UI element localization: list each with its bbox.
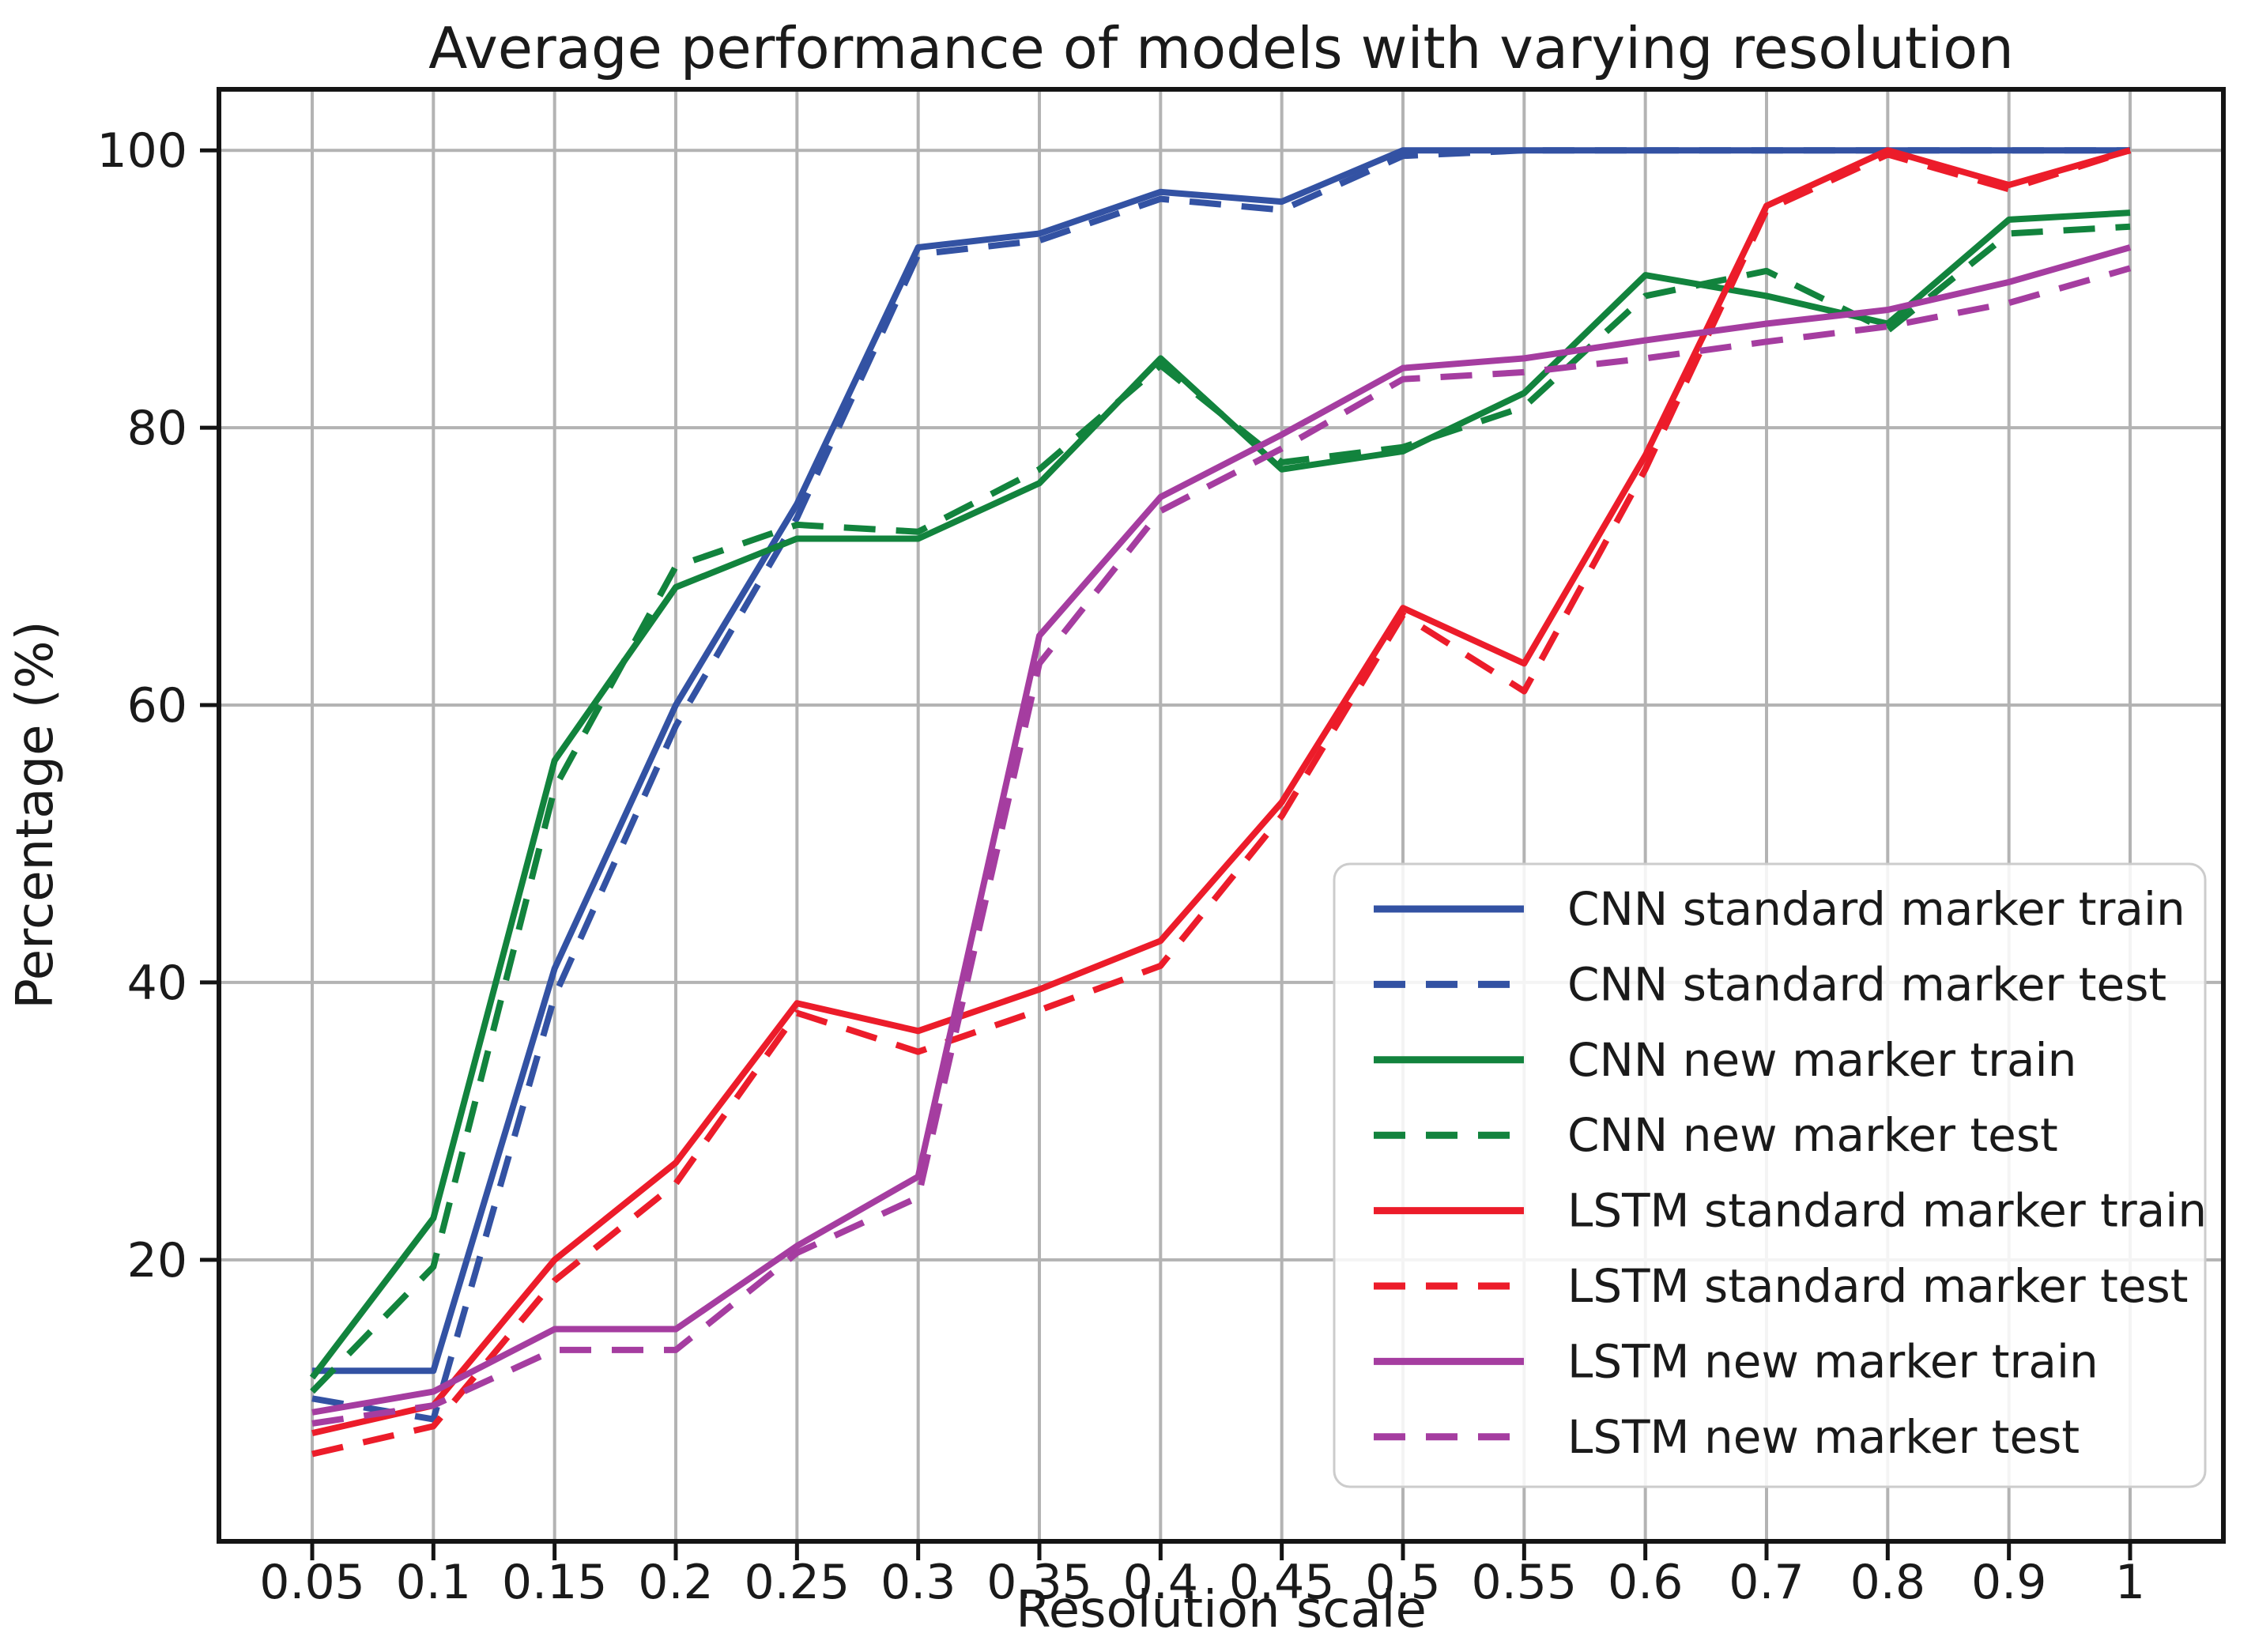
legend-entry: CNN standard marker test	[1374, 957, 2166, 1011]
legend-entry: LSTM new marker train	[1374, 1334, 2099, 1388]
x-tick-label: 0.2	[638, 1555, 713, 1610]
legend-label: LSTM standard marker train	[1567, 1184, 2207, 1238]
lstm-standard-marker-test-line	[311, 147, 2132, 1458]
legend-entry: LSTM new marker test	[1374, 1410, 2080, 1464]
legend-entry: CNN new marker test	[1374, 1108, 2058, 1162]
x-tick-label: 0.15	[502, 1555, 608, 1610]
lstm-new-marker-test-line	[311, 265, 2132, 1427]
x-tick-label: 0.45	[1229, 1555, 1335, 1610]
y-axis-label: Percentage (%)	[6, 620, 65, 1009]
legend-label: CNN new marker train	[1567, 1033, 2076, 1087]
x-tick-label: 0.8	[1850, 1555, 1925, 1610]
legend-entry: LSTM standard marker train	[1374, 1184, 2207, 1238]
x-tick-label: 0.25	[745, 1555, 850, 1610]
x-tick-label: 1	[2115, 1555, 2145, 1610]
y-tick-label: 20	[127, 1233, 187, 1288]
legend-entry: CNN new marker train	[1374, 1033, 2076, 1087]
chart-title: Average performance of models with varyi…	[428, 15, 2014, 81]
axes-layer: 0.05 0.1 0.15 0.2 0.25 0.3 0.35 0.4 0.45 0.5 0.55 0…	[96, 87, 2226, 1610]
legend-label: CNN new marker test	[1567, 1108, 2058, 1162]
x-tick-label: 0.5	[1365, 1555, 1440, 1610]
legend-label: CNN standard marker test	[1567, 957, 2166, 1011]
y-tick-label: 40	[127, 956, 187, 1011]
legend-layer: CNN standard marker train CNN standard ma…	[1333, 862, 2207, 1488]
legend-box	[1333, 862, 2207, 1488]
y-tick-label: 60	[127, 678, 187, 734]
y-tick-label: 80	[127, 401, 187, 456]
x-tick-label: 0.4	[1123, 1555, 1198, 1610]
lstm-new-marker-train-line	[311, 244, 2132, 1416]
series-layer	[309, 147, 2132, 1458]
plot-border	[217, 87, 2226, 1544]
legend-entry: LSTM standard marker test	[1374, 1259, 2189, 1313]
x-tick-label: 0.9	[1971, 1555, 2046, 1610]
x-tick-label: 0.7	[1729, 1555, 1804, 1610]
legend-label: LSTM new marker train	[1567, 1334, 2099, 1388]
x-tick-label: 0.35	[986, 1555, 1092, 1610]
x-tick-label: 0.05	[259, 1555, 365, 1610]
legend-entry: CNN standard marker train	[1374, 882, 2185, 936]
x-tick-label: 0.1	[396, 1555, 471, 1610]
x-axis-label: Resolution scale	[1016, 1581, 1427, 1639]
legend-label: LSTM new marker test	[1567, 1410, 2080, 1464]
x-tick-label: 0.6	[1608, 1555, 1683, 1610]
x-tick-label: 0.55	[1472, 1555, 1578, 1610]
legend-label: CNN standard marker train	[1567, 882, 2185, 936]
cnn-standard-marker-test-line	[311, 147, 2130, 1423]
y-tick-label: 100	[96, 123, 187, 179]
lstm-standard-marker-train-line	[311, 147, 2132, 1437]
legend-label: LSTM standard marker test	[1567, 1259, 2189, 1313]
cnn-new-marker-test-line	[310, 223, 2131, 1394]
x-tick-label: 0.3	[881, 1555, 956, 1610]
